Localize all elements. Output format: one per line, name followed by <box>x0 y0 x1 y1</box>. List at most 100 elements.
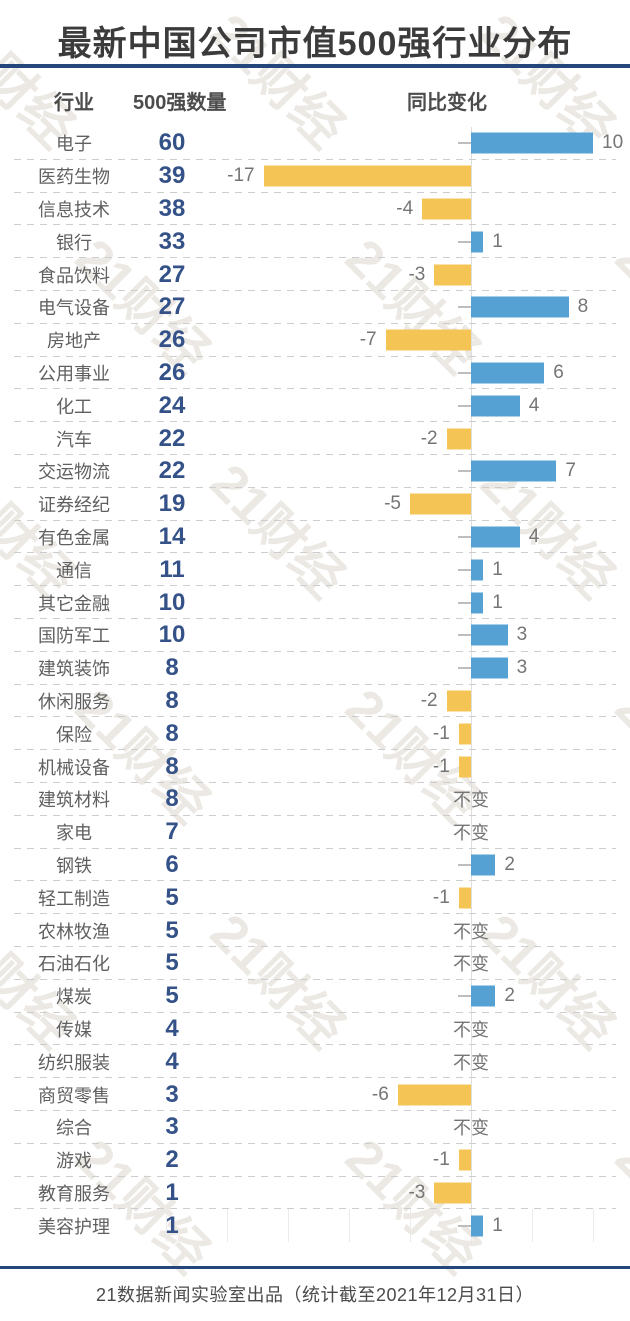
row-separator <box>14 945 616 947</box>
count-value: 39 <box>158 162 186 190</box>
change-value-label: -17 <box>227 165 255 187</box>
axis-tick <box>458 371 471 374</box>
industry-label: 美容护理 <box>38 1216 110 1237</box>
positive-change-bar <box>471 231 484 253</box>
chart-row: 公用事业 26 6 <box>0 357 630 390</box>
chart-row: 汽车 22 -2 <box>0 422 630 455</box>
negative-change-bar <box>385 329 471 351</box>
zero-axis-line <box>471 127 472 1243</box>
count-value: 8 <box>165 752 179 780</box>
count-value: 27 <box>158 260 186 288</box>
chart-row: 电气设备 27 8 <box>0 291 630 324</box>
count-value: 8 <box>165 719 179 747</box>
chart-row: 房地产 26 -7 <box>0 324 630 357</box>
chart-row: 医药生物 39 -17 <box>0 160 630 193</box>
no-change-label: 不变 <box>453 790 489 811</box>
industry-label: 游戏 <box>56 1151 92 1172</box>
row-separator <box>14 1142 616 1144</box>
change-value-label: -1 <box>432 755 450 777</box>
chart-row: 钢铁 6 2 <box>0 849 630 882</box>
row-separator <box>14 847 616 849</box>
positive-change-bar <box>471 624 508 646</box>
axis-gridline-tick <box>288 1209 289 1243</box>
axis-tick <box>458 863 471 866</box>
positive-change-bar <box>471 854 496 876</box>
change-value-label: 6 <box>553 361 564 383</box>
negative-change-bar <box>263 165 471 187</box>
axis-tick <box>458 240 471 243</box>
row-separator <box>14 191 616 193</box>
no-change-label: 不变 <box>453 1052 489 1073</box>
count-value: 5 <box>165 949 179 977</box>
count-value: 8 <box>165 686 179 714</box>
positive-change-bar <box>471 132 593 154</box>
count-value: 8 <box>165 785 179 813</box>
row-separator <box>14 716 616 718</box>
industry-label: 轻工制造 <box>38 888 110 909</box>
industry-label: 电气设备 <box>38 298 110 319</box>
change-value-label: -2 <box>420 689 438 711</box>
change-value-label: -5 <box>384 493 401 515</box>
row-separator <box>14 978 616 980</box>
industry-label: 传媒 <box>56 1019 92 1040</box>
industry-label: 食品饮料 <box>38 265 110 286</box>
negative-change-bar <box>458 723 471 745</box>
change-value-label: 4 <box>528 525 540 547</box>
negative-change-bar <box>434 1182 471 1204</box>
industry-label: 银行 <box>56 232 92 253</box>
industry-label: 公用事业 <box>38 363 110 384</box>
row-separator <box>14 355 616 357</box>
change-value-label: -4 <box>396 197 414 219</box>
no-change-label: 不变 <box>453 823 489 844</box>
chart-row: 机械设备 8 -1 <box>0 750 630 783</box>
row-separator <box>14 552 616 554</box>
industry-label: 房地产 <box>47 331 101 352</box>
industry-label: 汽车 <box>56 429 92 450</box>
axis-gridline-tick <box>410 1209 411 1243</box>
chart-row: 教育服务 1 -3 <box>0 1177 630 1210</box>
chart-row: 其它金融 10 1 <box>0 586 630 619</box>
change-value-label: 1 <box>492 1214 503 1236</box>
industry-label: 商贸零售 <box>38 1085 110 1106</box>
change-value-label: 1 <box>492 591 503 613</box>
row-separator <box>14 1077 616 1079</box>
industry-label: 交运物流 <box>38 462 110 483</box>
chart-row: 家电 7 不变 <box>0 816 630 849</box>
industry-label: 综合 <box>56 1118 92 1139</box>
page-title: 最新中国公司市值500强行业分布 <box>57 25 573 63</box>
chart-row: 保险 8 -1 <box>0 717 630 751</box>
change-value-label: 10 <box>602 132 624 154</box>
count-value: 4 <box>165 1014 179 1042</box>
negative-change-bar <box>446 428 471 450</box>
row-separator <box>14 617 616 619</box>
chart-row: 传媒 4 不变 <box>0 1013 630 1046</box>
row-separator <box>14 814 616 816</box>
count-value: 5 <box>165 883 179 911</box>
change-value-label: -2 <box>420 427 438 449</box>
chart-row: 建筑装饰 8 3 <box>0 652 630 685</box>
count-value: 22 <box>158 424 186 452</box>
industry-label: 信息技术 <box>38 199 110 220</box>
industry-label: 休闲服务 <box>38 691 110 712</box>
count-value: 5 <box>165 916 179 944</box>
positive-change-bar <box>471 1215 484 1237</box>
count-value: 14 <box>158 522 186 550</box>
count-value: 3 <box>165 1113 179 1141</box>
industry-label: 医药生物 <box>38 167 110 188</box>
row-separator <box>14 1044 616 1046</box>
row-separator <box>14 421 616 423</box>
count-value: 33 <box>158 227 186 255</box>
row-separator <box>14 453 616 455</box>
chart-row: 证券经纪 19 -5 <box>0 488 630 521</box>
change-value-label: -1 <box>432 1149 450 1171</box>
positive-change-bar <box>471 559 484 581</box>
count-value: 8 <box>165 654 179 682</box>
industry-label: 机械设备 <box>38 757 110 778</box>
column-header-change: 同比变化 <box>407 92 487 114</box>
positive-change-bar <box>471 362 545 384</box>
change-value-label: -3 <box>408 1181 426 1203</box>
row-separator <box>14 322 616 324</box>
industry-label: 保险 <box>56 724 92 745</box>
axis-tick <box>458 568 471 571</box>
count-value: 2 <box>165 1146 179 1174</box>
